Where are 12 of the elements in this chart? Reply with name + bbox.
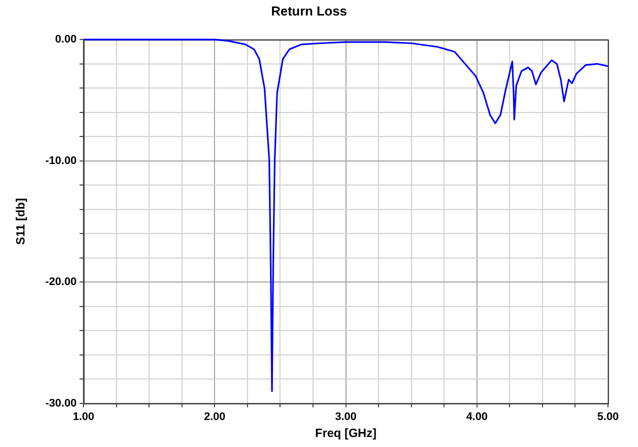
x-tick-label: 4.00 <box>466 411 488 424</box>
chart-title: Return Loss <box>271 3 347 18</box>
x-tick-label: 2.00 <box>204 411 226 424</box>
y-tick-label: -30.00 <box>45 397 77 410</box>
x-tick-label: 1.00 <box>72 411 94 424</box>
x-tick-label: 5.00 <box>597 411 619 424</box>
x-axis-title: Freq [GHz] <box>315 426 376 440</box>
y-tick-label: 0.00 <box>55 34 77 46</box>
x-tick-label: 3.00 <box>335 411 357 424</box>
y-axis-title: S11 [db] <box>14 198 28 245</box>
y-tick-label: -10.00 <box>45 154 77 167</box>
y-tick-label: -20.00 <box>45 276 77 288</box>
